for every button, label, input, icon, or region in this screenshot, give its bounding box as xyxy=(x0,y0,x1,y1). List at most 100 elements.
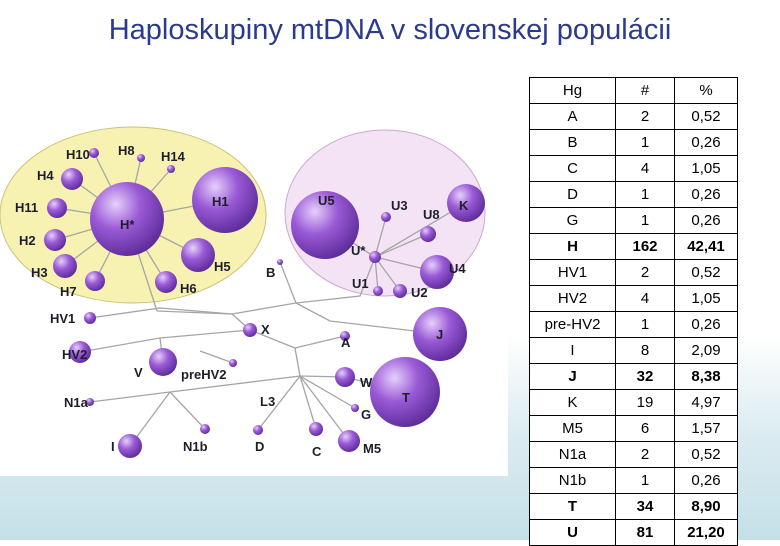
table-row: G 1 0,26 xyxy=(529,207,738,234)
node-n1a xyxy=(86,398,94,406)
cell-hg: C xyxy=(529,155,616,182)
node-hv2 xyxy=(69,341,91,363)
node-k xyxy=(447,184,485,222)
table-row: U 81 21,20 xyxy=(529,519,738,546)
node-h1 xyxy=(192,167,258,233)
node-m5 xyxy=(338,430,360,452)
cell-count: 32 xyxy=(615,363,675,390)
node-h6 xyxy=(155,271,177,293)
node-h4 xyxy=(61,168,83,190)
cell-hg: D xyxy=(529,181,616,208)
cell-percent: 0,26 xyxy=(674,311,738,338)
label-h5: H5 xyxy=(214,259,231,274)
header-count: # xyxy=(615,77,675,104)
label-h14: H14 xyxy=(161,149,186,164)
label-u-star: U* xyxy=(351,243,366,258)
label-i: I xyxy=(111,439,115,454)
label-h11: H11 xyxy=(15,200,38,215)
table-row: HV2 4 1,05 xyxy=(529,285,738,312)
cell-percent: 1,05 xyxy=(674,155,738,182)
node-u5 xyxy=(291,191,359,259)
label-u2: U2 xyxy=(411,285,428,300)
label-h4: H4 xyxy=(37,168,54,183)
cell-percent: 0,52 xyxy=(674,441,738,468)
node-d xyxy=(253,425,263,435)
cell-hg: N1b xyxy=(529,467,616,494)
label-w: W xyxy=(360,375,373,390)
cell-hg: G xyxy=(529,207,616,234)
table-row: A 2 0,52 xyxy=(529,103,738,130)
cell-count: 1 xyxy=(615,129,675,156)
node-u1 xyxy=(373,286,383,296)
label-h8: H8 xyxy=(118,143,135,158)
cell-hg: B xyxy=(529,129,616,156)
cell-percent: 4,97 xyxy=(674,389,738,416)
table-body: A 2 0,52 B 1 0,26 C 4 1,05 D 1 0,26 G 1 0,26 H 162 42,41 H… xyxy=(529,103,738,546)
table-row: J 32 8,38 xyxy=(529,363,738,390)
node-w xyxy=(335,367,355,387)
cell-count: 1 xyxy=(615,181,675,208)
label-prehv2: preHV2 xyxy=(181,367,227,382)
cell-count: 2 xyxy=(615,103,675,130)
node-n1b xyxy=(200,424,210,434)
label-u8: U8 xyxy=(423,207,440,222)
label-l3: L3 xyxy=(260,394,275,409)
cell-hg: K xyxy=(529,389,616,416)
node-h8 xyxy=(137,154,145,162)
node-j xyxy=(413,307,467,361)
label-h-star: H* xyxy=(120,217,135,232)
label-d: D xyxy=(255,439,264,454)
node-u8 xyxy=(420,226,436,242)
node-t xyxy=(370,357,440,427)
cell-count: 1 xyxy=(615,467,675,494)
cell-hg: U xyxy=(529,519,616,546)
cell-percent: 0,26 xyxy=(674,467,738,494)
label-b: B xyxy=(266,265,275,280)
node-v xyxy=(149,348,177,376)
cell-count: 6 xyxy=(615,415,675,442)
cell-hg: N1a xyxy=(529,441,616,468)
cell-hg: H xyxy=(529,233,616,260)
label-k: K xyxy=(459,198,469,213)
table-row: T 34 8,90 xyxy=(529,493,738,520)
table-row: H 162 42,41 xyxy=(529,233,738,260)
node-u2 xyxy=(393,284,407,298)
cell-hg: pre-HV2 xyxy=(529,311,616,338)
cell-count: 162 xyxy=(615,233,675,260)
label-v: V xyxy=(134,365,143,380)
cell-percent: 1,05 xyxy=(674,285,738,312)
label-hv1: HV1 xyxy=(50,311,75,326)
table-row: HV1 2 0,52 xyxy=(529,259,738,286)
label-u1: U1 xyxy=(352,276,369,291)
table-header-row: Hg # % xyxy=(529,77,738,104)
label-x: X xyxy=(261,322,270,337)
node-g xyxy=(351,404,359,412)
table-row: N1a 2 0,52 xyxy=(529,441,738,468)
label-j: J xyxy=(436,327,443,342)
header-percent: % xyxy=(674,77,738,104)
table-row: I 8 2,09 xyxy=(529,337,738,364)
haplogroup-table: Hg # % A 2 0,52 B 1 0,26 C 4 1,05 D 1 0,26 G 1 0,26 H 16… xyxy=(529,77,738,546)
cell-percent: 0,26 xyxy=(674,181,738,208)
haplogroup-network-diagram: H* H1 H5 H6 H7 H3 H2 H11 H4 H10 H8 H14 U… xyxy=(0,96,508,476)
cell-percent: 42,41 xyxy=(674,233,738,260)
cell-count: 34 xyxy=(615,493,675,520)
cell-hg: HV2 xyxy=(529,285,616,312)
cell-percent: 0,26 xyxy=(674,129,738,156)
table-row: B 1 0,26 xyxy=(529,129,738,156)
cell-count: 4 xyxy=(615,155,675,182)
cell-percent: 2,09 xyxy=(674,337,738,364)
label-h6: H6 xyxy=(180,281,197,296)
label-a: A xyxy=(341,335,351,350)
label-h3: H3 xyxy=(31,265,48,280)
node-h5 xyxy=(181,238,215,272)
node-c xyxy=(309,422,323,436)
table-row: C 4 1,05 xyxy=(529,155,738,182)
node-x xyxy=(243,323,257,337)
cell-percent: 8,90 xyxy=(674,493,738,520)
node-i xyxy=(118,434,142,458)
label-hv2: HV2 xyxy=(62,347,87,362)
cell-percent: 8,38 xyxy=(674,363,738,390)
cell-percent: 0,52 xyxy=(674,259,738,286)
label-m5: M5 xyxy=(363,441,381,456)
